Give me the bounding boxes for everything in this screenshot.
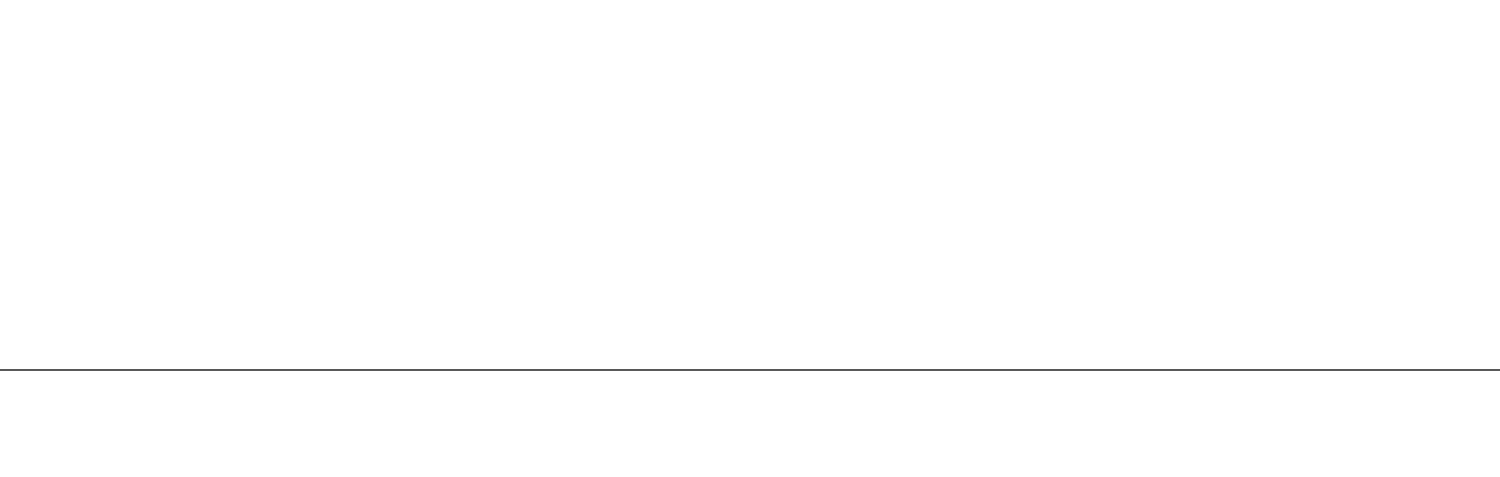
- chart-legend: [0, 458, 1500, 477]
- plot-area: [0, 369, 1500, 371]
- category-axis-labels: [0, 375, 1500, 435]
- x-axis-line: [0, 369, 1500, 371]
